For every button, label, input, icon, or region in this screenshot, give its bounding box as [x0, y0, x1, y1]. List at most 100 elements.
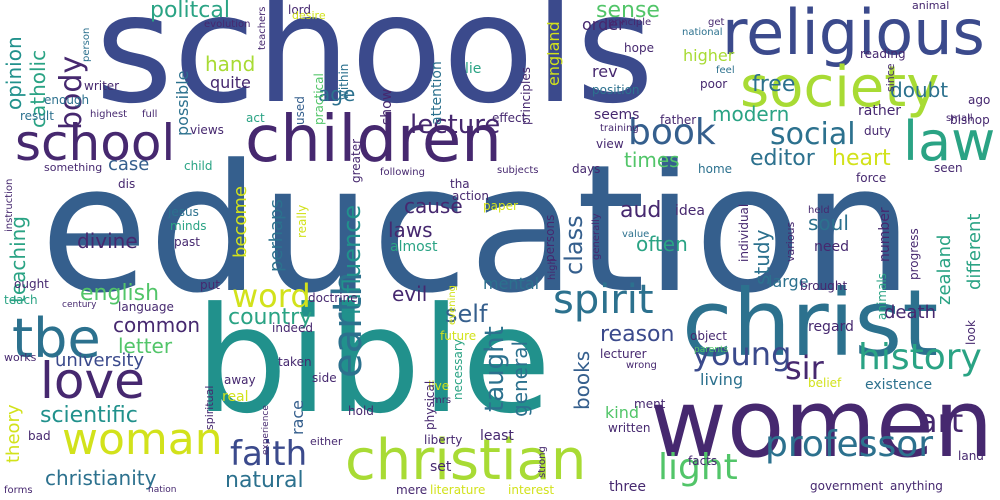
word: dis: [118, 177, 136, 191]
word: general: [508, 340, 532, 417]
word: anything: [890, 479, 943, 493]
word: self: [445, 300, 488, 328]
word: evening: [447, 284, 458, 325]
word: history: [858, 337, 982, 378]
word: school: [15, 114, 176, 172]
word: views: [190, 123, 224, 137]
word: side: [312, 371, 337, 385]
word: national: [682, 27, 723, 38]
word: modern: [712, 102, 790, 126]
word: almost: [390, 239, 438, 255]
word: country: [228, 305, 313, 330]
word: interest: [508, 483, 555, 497]
word: persons: [543, 214, 557, 262]
word: race: [288, 399, 307, 435]
word: living: [700, 370, 744, 389]
word: principle: [608, 17, 652, 28]
word: view: [596, 137, 624, 151]
word: wrong: [626, 360, 657, 371]
word: often: [636, 232, 688, 256]
word: full: [142, 109, 158, 120]
word: government: [810, 479, 884, 493]
word: quite: [210, 73, 251, 92]
word: ago: [968, 93, 991, 107]
word: really: [295, 204, 309, 238]
word: possible: [173, 70, 192, 136]
word: evil: [392, 282, 428, 306]
word: action: [452, 189, 489, 203]
word: death: [884, 302, 936, 323]
word: live: [428, 379, 450, 393]
word: bad: [28, 429, 51, 443]
word: cause: [404, 194, 463, 218]
word: common: [113, 313, 201, 337]
word: facts: [688, 454, 718, 468]
word: rather: [858, 103, 902, 119]
word: lie: [465, 61, 482, 77]
word: free: [752, 72, 796, 97]
word: get: [708, 17, 725, 28]
word: real: [222, 389, 249, 405]
word: editor: [750, 146, 815, 171]
word: minds: [170, 219, 207, 233]
word: reading: [860, 47, 906, 61]
word: taken: [278, 355, 312, 369]
word: doubt: [890, 78, 949, 102]
word: seems: [594, 107, 640, 123]
word: need: [814, 239, 849, 255]
word: either: [310, 435, 343, 448]
word: light: [658, 447, 738, 488]
word: aud: [620, 198, 662, 223]
word: woman: [62, 414, 223, 465]
word: writer: [84, 79, 120, 93]
word: law: [903, 110, 996, 173]
word: hand: [205, 52, 256, 76]
word: liberty: [424, 433, 463, 447]
word: number: [877, 207, 893, 262]
word: feel: [716, 65, 735, 76]
word: three: [609, 479, 647, 495]
word: instruction: [4, 178, 15, 232]
word: father: [660, 113, 697, 127]
word: object: [690, 329, 727, 343]
word: kind: [605, 403, 640, 422]
word: century: [62, 300, 97, 310]
word: idea: [675, 203, 705, 219]
word: duty: [864, 124, 892, 138]
word: language: [118, 300, 174, 314]
word: necessary: [451, 339, 465, 400]
word: books: [570, 350, 594, 410]
word: age: [318, 82, 356, 106]
word: sense: [596, 0, 660, 23]
word: something: [44, 161, 103, 174]
word: politcal: [150, 0, 230, 23]
word: schools: [95, 0, 655, 137]
word: act: [246, 111, 265, 125]
word: away: [224, 373, 256, 387]
word: individual: [737, 203, 751, 262]
word: rev: [592, 62, 618, 81]
word: children: [245, 103, 502, 177]
word: bible: [195, 276, 552, 446]
word: since: [884, 63, 897, 92]
word: love: [40, 352, 145, 410]
word: women: [650, 370, 994, 479]
word: put: [200, 278, 220, 292]
word: scientific: [40, 403, 138, 428]
word: within: [337, 63, 351, 100]
word: opinion: [2, 36, 26, 110]
word: perhaps: [266, 199, 287, 272]
word: book: [628, 112, 716, 153]
word: professor: [765, 424, 934, 465]
word: mental: [483, 274, 540, 293]
word: enough: [44, 93, 90, 107]
word: social: [770, 117, 856, 152]
word: hold: [348, 404, 374, 418]
word: small: [946, 113, 973, 124]
word: times: [624, 148, 680, 172]
word: faith: [230, 434, 308, 474]
word: spiritual: [203, 385, 216, 430]
word: regard: [808, 319, 854, 335]
word: zealand: [934, 234, 955, 305]
